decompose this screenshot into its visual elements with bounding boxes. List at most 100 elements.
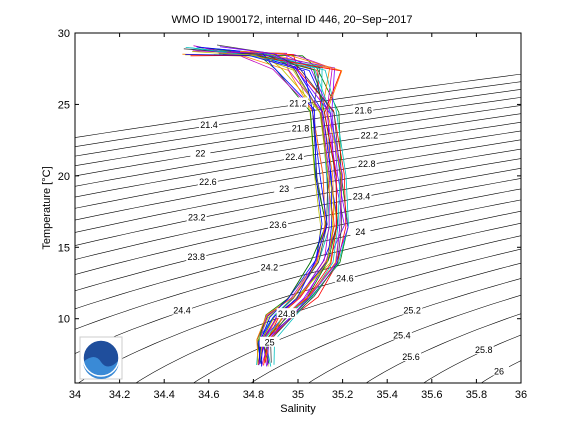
profile-line (196, 46, 323, 366)
profile-line (182, 53, 326, 365)
contour-label: 25.8 (475, 345, 493, 355)
contour-label-bg (259, 336, 280, 347)
density-contour (75, 73, 521, 138)
contour-label-bg (288, 97, 308, 108)
density-contour (75, 222, 521, 354)
contour-label-bg (171, 304, 192, 315)
noaa-logo (79, 336, 123, 380)
density-contour (78, 235, 521, 383)
contour-label-bg (473, 343, 494, 354)
contour-label: 22.6 (199, 177, 217, 187)
x-tick-label: 35.2 (332, 389, 353, 401)
contour-label-bg (283, 151, 304, 161)
contour-label: 24.8 (278, 309, 296, 319)
contour-label: 25 (265, 338, 275, 348)
contour-label: 23.2 (188, 213, 206, 223)
x-tick-label: 34.6 (198, 389, 219, 401)
x-tick-label: 34 (69, 389, 81, 401)
x-tick-label: 35.8 (466, 389, 487, 401)
contour-label: 22.2 (361, 131, 379, 141)
contour-label-bg (391, 329, 412, 340)
contour-label: 22 (195, 148, 205, 158)
contour-label-bg (356, 158, 377, 169)
contour-label: 25.4 (393, 331, 411, 341)
contour-label-bg (190, 147, 211, 158)
contour-label-bg (353, 104, 374, 115)
x-tick-label: 34.4 (153, 389, 174, 401)
contour-label: 24.4 (173, 306, 191, 316)
density-contour (75, 81, 521, 148)
contour-label: 24.2 (261, 263, 279, 273)
y-tick-label: 15 (58, 242, 70, 254)
contour-label: 24.6 (336, 273, 354, 283)
density-contour (308, 294, 521, 383)
density-contour (75, 158, 521, 246)
contour-label: 22.4 (285, 152, 303, 162)
y-tick-label: 20 (58, 171, 70, 183)
x-tick-label: 34.8 (243, 389, 264, 401)
x-axis-label: Salinity (280, 403, 316, 415)
contour-label-bg (334, 272, 355, 283)
contour-label-bg (274, 183, 295, 194)
density-contour (75, 199, 521, 310)
x-tick-label: 35 (292, 389, 304, 401)
density-contour (250, 278, 521, 383)
x-tick-label: 35.4 (376, 389, 397, 401)
contour-label-bg (350, 226, 371, 236)
density-contour (75, 130, 521, 209)
profile-line (213, 54, 338, 363)
y-tick-label: 10 (58, 314, 70, 326)
contour-label-bg (259, 261, 280, 272)
contour-label-bg (488, 365, 509, 376)
contour-label: 21.4 (200, 120, 218, 130)
density-contour (193, 262, 521, 383)
chart-title: WMO ID 1900172, internal ID 446, 20−Sep−… (172, 14, 413, 26)
x-tick-label: 34.2 (109, 389, 130, 401)
profile-lines (182, 44, 349, 367)
y-axis-label: Temperature [°C] (41, 166, 53, 249)
contour-label: 23.6 (269, 220, 287, 230)
contour-label: 23.4 (353, 191, 371, 201)
contour-label-bg (199, 118, 220, 129)
density-contour (75, 89, 521, 157)
density-contour (75, 210, 521, 330)
contour-label-bg (186, 251, 207, 261)
y-tick-label: 25 (58, 99, 70, 111)
profile-line (219, 46, 343, 366)
contour-label: 22.8 (358, 159, 376, 169)
x-axis-ticks: 34 34.2 34.4 34.6 34.8 35 35.2 35.4 35.6 35.8 36 (69, 33, 527, 401)
density-contour (75, 139, 521, 221)
profile-line (192, 51, 334, 365)
density-contour (75, 188, 521, 292)
y-axis-ticks: 10 15 20 25 30 (58, 28, 521, 326)
density-contour (75, 148, 521, 233)
profile-line (216, 44, 343, 363)
density-contour (365, 313, 521, 383)
contour-labels: 21.2 21.4 21.6 21.8 22 22.2 22.4 22.6 22.8 23 23.2… (171, 97, 509, 376)
density-contours (75, 73, 521, 383)
x-tick-label: 36 (515, 389, 527, 401)
contour-label-bg (290, 122, 311, 133)
density-contour (75, 178, 521, 275)
contour-label: 21.8 (292, 123, 310, 133)
contour-label-bg (186, 211, 207, 222)
contour-label-bg (359, 129, 380, 140)
y-tick-label: 30 (58, 28, 70, 40)
contour-label-bg (276, 308, 297, 319)
contour-label: 23 (279, 184, 289, 194)
contour-label-bg (401, 351, 422, 361)
profile-line (193, 45, 326, 364)
contour-label-bg (351, 190, 372, 201)
contour-label: 21.6 (354, 106, 372, 116)
contour-label: 25.6 (402, 352, 420, 362)
contour-label-bg (402, 304, 423, 315)
contour-label: 21.2 (289, 98, 307, 108)
contour-label: 24 (355, 227, 365, 237)
contour-label-bg (268, 218, 289, 229)
contour-label-bg (197, 176, 218, 186)
plot-area: 21.2 21.4 21.6 21.8 22 22.2 22.4 22.6 22.8 23 23.2… (58, 28, 527, 401)
density-contour (135, 248, 521, 383)
density-contour (75, 167, 521, 260)
x-tick-label: 35.6 (421, 389, 442, 401)
